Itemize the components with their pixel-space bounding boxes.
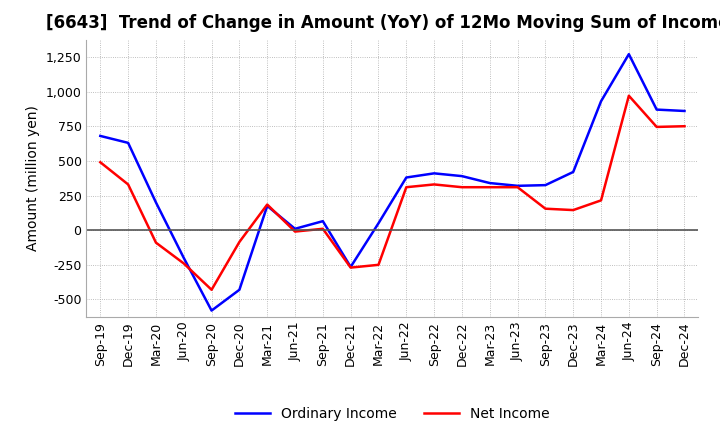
Net Income bbox=[124, 182, 132, 187]
Ordinary Income bbox=[152, 200, 161, 205]
Net Income bbox=[374, 262, 383, 268]
Line: Ordinary Income: Ordinary Income bbox=[100, 54, 685, 311]
Net Income bbox=[346, 265, 355, 270]
Title: [6643]  Trend of Change in Amount (YoY) of 12Mo Moving Sum of Incomes: [6643] Trend of Change in Amount (YoY) o… bbox=[45, 15, 720, 33]
Net Income bbox=[597, 198, 606, 203]
Ordinary Income bbox=[569, 169, 577, 175]
Ordinary Income bbox=[235, 287, 243, 293]
Ordinary Income bbox=[374, 220, 383, 226]
Ordinary Income bbox=[597, 99, 606, 104]
Ordinary Income bbox=[402, 175, 410, 180]
Net Income bbox=[680, 124, 689, 129]
Ordinary Income bbox=[624, 51, 633, 57]
Net Income bbox=[430, 182, 438, 187]
Ordinary Income bbox=[680, 108, 689, 114]
Ordinary Income bbox=[430, 171, 438, 176]
Net Income bbox=[96, 160, 104, 165]
Ordinary Income bbox=[124, 140, 132, 146]
Ordinary Income bbox=[485, 180, 494, 186]
Net Income bbox=[318, 226, 327, 231]
Y-axis label: Amount (million yen): Amount (million yen) bbox=[26, 105, 40, 251]
Net Income bbox=[485, 184, 494, 190]
Net Income bbox=[235, 239, 243, 245]
Ordinary Income bbox=[207, 308, 216, 313]
Ordinary Income bbox=[263, 203, 271, 209]
Net Income bbox=[291, 229, 300, 234]
Net Income bbox=[402, 184, 410, 190]
Net Income bbox=[263, 202, 271, 207]
Ordinary Income bbox=[541, 183, 550, 188]
Net Income bbox=[179, 261, 188, 266]
Net Income bbox=[513, 184, 522, 190]
Ordinary Income bbox=[318, 219, 327, 224]
Net Income bbox=[152, 240, 161, 245]
Net Income bbox=[624, 93, 633, 99]
Ordinary Income bbox=[513, 183, 522, 188]
Net Income bbox=[207, 287, 216, 293]
Ordinary Income bbox=[291, 226, 300, 231]
Ordinary Income bbox=[179, 255, 188, 260]
Ordinary Income bbox=[346, 264, 355, 270]
Net Income bbox=[652, 124, 661, 129]
Line: Net Income: Net Income bbox=[100, 96, 685, 290]
Net Income bbox=[569, 207, 577, 213]
Ordinary Income bbox=[652, 107, 661, 112]
Net Income bbox=[541, 206, 550, 211]
Ordinary Income bbox=[96, 133, 104, 139]
Net Income bbox=[458, 184, 467, 190]
Ordinary Income bbox=[458, 173, 467, 179]
Legend: Ordinary Income, Net Income: Ordinary Income, Net Income bbox=[230, 401, 555, 426]
